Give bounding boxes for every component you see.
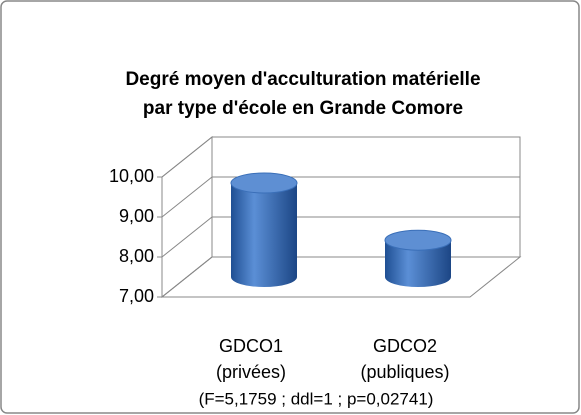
- x-tick-label: (privées): [216, 362, 286, 382]
- grid-line: [161, 176, 520, 218]
- bar: [230, 172, 298, 287]
- bar-top: [230, 172, 298, 194]
- chart-title: Degré moyen d'acculturation matérielle: [125, 69, 480, 90]
- y-tick-label: 10,00: [109, 166, 154, 186]
- y-tick-label: 9,00: [119, 206, 154, 226]
- grid-line: [161, 136, 520, 178]
- x-tick-label: (publiques): [360, 362, 449, 382]
- x-tick-label: GDCO1: [219, 336, 283, 356]
- x-tick-label: GDCO2: [373, 336, 437, 356]
- chart-title: par type d'école en Grande Comore: [143, 98, 463, 119]
- bar-body: [385, 240, 451, 287]
- bar: [384, 229, 452, 287]
- annotation: (F=5,1759 ; ddl=1 ; p=0,02741): [199, 389, 434, 408]
- bar-body: [231, 183, 297, 287]
- y-tick-label: 8,00: [119, 246, 154, 266]
- grid-line: [161, 216, 520, 258]
- y-tick-label: 7,00: [119, 286, 154, 306]
- bar-top: [384, 229, 452, 251]
